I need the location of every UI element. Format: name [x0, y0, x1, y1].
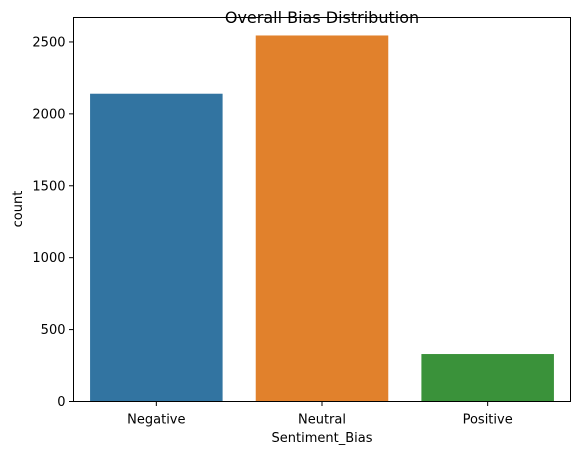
x-tick-label: Positive	[463, 413, 513, 428]
x-axis-label: Sentiment_Bias	[272, 431, 373, 446]
plot-frame	[73, 17, 571, 402]
bar-neutral	[255, 35, 389, 402]
bar-negative	[90, 93, 223, 402]
y-axis-ticks: 0 500 1000 1500 2000 2500	[32, 35, 74, 410]
bars-group	[90, 35, 554, 402]
x-tick-label: Neutral	[298, 413, 346, 428]
y-tick-label: 500	[41, 323, 66, 338]
y-tick-label: 1500	[32, 179, 65, 194]
y-tick-label: 1000	[32, 251, 65, 266]
y-axis-label: count	[11, 191, 26, 228]
x-axis-ticks: Negative Neutral Positive	[127, 401, 513, 428]
y-tick-label: 0	[57, 395, 65, 410]
x-tick-label: Negative	[127, 413, 185, 428]
y-tick-label: 2500	[32, 35, 65, 50]
bar-positive	[421, 354, 554, 402]
y-tick-label: 2000	[32, 107, 65, 122]
